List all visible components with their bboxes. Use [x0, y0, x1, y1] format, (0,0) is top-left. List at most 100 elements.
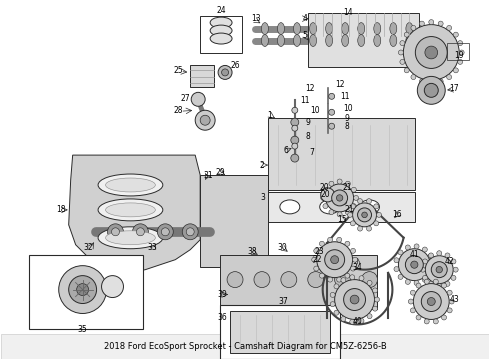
- Circle shape: [329, 181, 334, 186]
- Circle shape: [367, 314, 372, 319]
- Text: 15: 15: [337, 215, 346, 224]
- Circle shape: [403, 24, 459, 80]
- Circle shape: [436, 266, 442, 273]
- Circle shape: [321, 195, 326, 201]
- Circle shape: [191, 92, 205, 106]
- Circle shape: [441, 283, 446, 288]
- Circle shape: [400, 59, 405, 64]
- Circle shape: [291, 118, 299, 126]
- Circle shape: [350, 319, 355, 324]
- Circle shape: [430, 262, 435, 267]
- Circle shape: [325, 250, 344, 270]
- Bar: [230, 311, 330, 353]
- Text: 9: 9: [305, 118, 310, 127]
- Text: 1: 1: [268, 111, 272, 120]
- Text: 34: 34: [353, 263, 363, 272]
- Text: 7: 7: [309, 148, 314, 157]
- Circle shape: [292, 125, 298, 131]
- Ellipse shape: [105, 231, 155, 245]
- Circle shape: [335, 272, 350, 288]
- Circle shape: [69, 276, 97, 303]
- Circle shape: [438, 21, 443, 26]
- Circle shape: [424, 84, 438, 97]
- Circle shape: [314, 248, 318, 253]
- Polygon shape: [69, 155, 200, 275]
- Circle shape: [441, 315, 446, 320]
- Circle shape: [408, 299, 414, 304]
- Circle shape: [345, 241, 350, 246]
- Ellipse shape: [342, 23, 349, 35]
- Circle shape: [416, 37, 447, 68]
- Circle shape: [186, 228, 194, 236]
- Text: 25: 25: [173, 66, 183, 75]
- Circle shape: [405, 279, 410, 284]
- Circle shape: [451, 275, 456, 280]
- Circle shape: [358, 199, 363, 204]
- Bar: [268, 118, 416, 190]
- Ellipse shape: [390, 23, 397, 35]
- Circle shape: [319, 273, 324, 278]
- Circle shape: [425, 256, 453, 284]
- Ellipse shape: [406, 23, 413, 35]
- Text: 13: 13: [251, 14, 261, 23]
- Text: 20: 20: [320, 184, 329, 193]
- Circle shape: [394, 258, 399, 263]
- Circle shape: [411, 75, 416, 80]
- Circle shape: [218, 66, 232, 80]
- Text: 20: 20: [321, 190, 330, 199]
- Bar: [268, 192, 416, 222]
- Ellipse shape: [105, 203, 155, 217]
- Circle shape: [417, 76, 445, 104]
- Text: 27: 27: [180, 94, 190, 103]
- Ellipse shape: [210, 25, 232, 36]
- Circle shape: [437, 284, 442, 289]
- Circle shape: [182, 224, 198, 240]
- Circle shape: [112, 228, 120, 236]
- Bar: [29, 255, 144, 329]
- Ellipse shape: [98, 174, 163, 196]
- Circle shape: [323, 204, 328, 209]
- Text: 4: 4: [302, 14, 307, 23]
- Circle shape: [405, 256, 423, 274]
- Circle shape: [330, 302, 335, 307]
- Text: 16: 16: [392, 210, 402, 219]
- Text: 17: 17: [449, 84, 459, 93]
- Circle shape: [341, 316, 346, 321]
- Bar: [308, 13, 419, 67]
- Circle shape: [411, 308, 416, 313]
- Ellipse shape: [342, 35, 349, 46]
- Circle shape: [398, 50, 403, 55]
- Text: 10: 10: [310, 106, 319, 115]
- Circle shape: [157, 224, 173, 240]
- Circle shape: [329, 109, 335, 115]
- Text: 11: 11: [340, 92, 349, 101]
- Text: 43: 43: [449, 295, 459, 304]
- Circle shape: [411, 290, 416, 295]
- Circle shape: [411, 26, 416, 30]
- Ellipse shape: [262, 23, 269, 35]
- Text: 39: 39: [217, 290, 227, 299]
- Ellipse shape: [262, 35, 269, 46]
- Text: 29: 29: [215, 167, 225, 176]
- Circle shape: [323, 187, 328, 192]
- Circle shape: [337, 237, 342, 242]
- Circle shape: [59, 266, 106, 314]
- Bar: [190, 66, 214, 87]
- Circle shape: [351, 204, 356, 209]
- Circle shape: [428, 253, 433, 258]
- Circle shape: [404, 68, 409, 73]
- Circle shape: [358, 208, 371, 222]
- Circle shape: [359, 276, 364, 281]
- Circle shape: [447, 290, 452, 295]
- Circle shape: [422, 277, 427, 282]
- Circle shape: [425, 46, 438, 59]
- Circle shape: [421, 292, 441, 311]
- Circle shape: [398, 250, 403, 255]
- Ellipse shape: [358, 35, 365, 46]
- Circle shape: [195, 110, 215, 130]
- Text: 2: 2: [260, 161, 264, 170]
- Circle shape: [332, 190, 347, 206]
- Text: 21: 21: [343, 184, 352, 193]
- Circle shape: [374, 221, 379, 226]
- Circle shape: [445, 282, 450, 286]
